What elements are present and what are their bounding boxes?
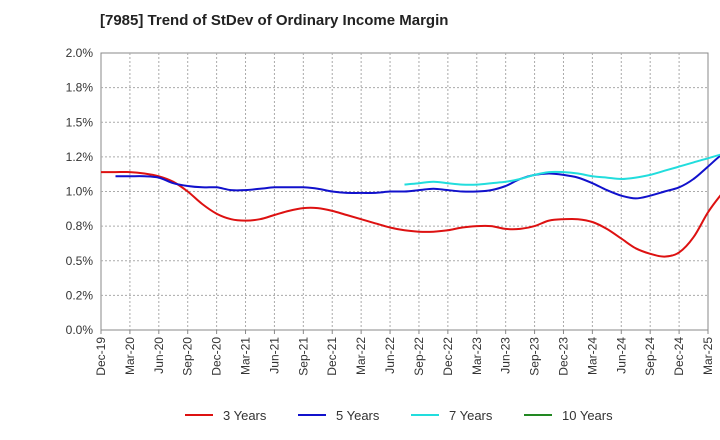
legend-label-3-years: 3 Years xyxy=(223,408,267,423)
x-tick-label: Dec-24 xyxy=(672,337,686,376)
x-tick-label: Mar-24 xyxy=(585,337,599,375)
x-tick-label: Jun-23 xyxy=(499,337,513,374)
x-tick-label: Sep-20 xyxy=(181,337,195,376)
series-line-5-years xyxy=(115,154,720,200)
series-line-7-years xyxy=(404,153,720,186)
y-axis-ticks: 0.0% 0.2% 0.5% 0.8% 1.0% 1.2% 1.5% 1.8% 2.0% xyxy=(66,46,94,337)
y-tick-label: 1.0% xyxy=(66,185,94,199)
x-tick-label: Jun-22 xyxy=(383,337,397,374)
x-tick-label: Dec-20 xyxy=(210,337,224,376)
y-tick-label: 0.5% xyxy=(66,254,94,268)
x-tick-label: Sep-23 xyxy=(528,337,542,376)
legend: 3 Years 5 Years 7 Years 10 Years xyxy=(185,408,613,423)
grid-lines xyxy=(101,53,708,330)
y-tick-label: 1.2% xyxy=(66,150,94,164)
legend-label-7-years: 7 Years xyxy=(449,408,493,423)
x-tick-label: Dec-23 xyxy=(556,337,570,376)
x-tick-label: Dec-19 xyxy=(94,337,108,376)
y-tick-label: 0.2% xyxy=(66,288,94,302)
x-tick-label: Mar-22 xyxy=(354,337,368,375)
y-tick-label: 0.0% xyxy=(66,323,94,337)
x-tick-label: Mar-21 xyxy=(239,337,253,375)
chart-title: [7985] Trend of StDev of Ordinary Income… xyxy=(100,12,449,29)
x-axis-ticks: Dec-19 Mar-20 Jun-20 Sep-20 Dec-20 Mar-21 Jun-… xyxy=(94,330,715,376)
x-tick-label: Dec-22 xyxy=(441,337,455,376)
x-tick-label: Sep-24 xyxy=(643,337,657,376)
x-tick-label: Sep-22 xyxy=(412,337,426,376)
series-line-3-years xyxy=(100,171,720,258)
y-tick-label: 1.8% xyxy=(66,81,94,95)
x-tick-label: Mar-25 xyxy=(701,337,715,375)
x-tick-label: Mar-20 xyxy=(123,337,137,375)
x-tick-label: Jun-20 xyxy=(152,337,166,374)
x-tick-label: Jun-24 xyxy=(614,337,628,374)
x-tick-label: Sep-21 xyxy=(296,337,310,376)
series-lines xyxy=(100,153,720,258)
y-tick-label: 0.8% xyxy=(66,219,94,233)
legend-label-5-years: 5 Years xyxy=(336,408,380,423)
y-tick-label: 1.5% xyxy=(66,115,94,129)
x-tick-label: Jun-21 xyxy=(267,337,281,374)
x-tick-label: Dec-21 xyxy=(325,337,339,376)
legend-label-10-years: 10 Years xyxy=(562,408,613,423)
y-tick-label: 2.0% xyxy=(66,46,94,60)
x-tick-label: Mar-23 xyxy=(470,337,484,375)
